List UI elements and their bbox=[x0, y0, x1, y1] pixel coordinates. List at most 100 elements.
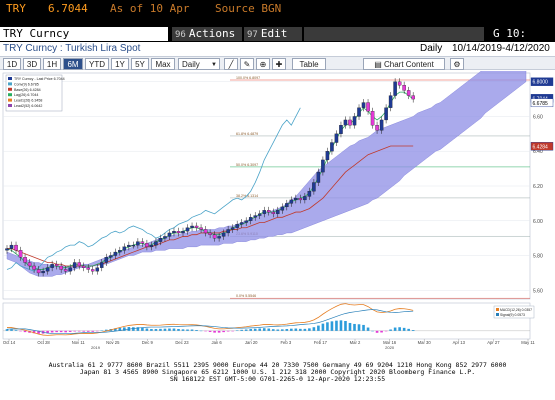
macd-histogram-bar bbox=[366, 327, 370, 331]
legend-swatch bbox=[8, 77, 12, 80]
macd-histogram-bar bbox=[118, 327, 122, 331]
macd-histogram-bar bbox=[77, 330, 81, 332]
x-tick-label: Apr 13 bbox=[453, 340, 466, 345]
candle-body bbox=[334, 133, 339, 143]
candle-body bbox=[90, 269, 95, 272]
footer-line-2: Japan 81 3 4565 8900 Singapore 65 6212 1… bbox=[79, 368, 476, 376]
macd-histogram-bar bbox=[141, 327, 144, 331]
period-button-3d[interactable]: 3D bbox=[23, 58, 41, 70]
macd-histogram-bar bbox=[68, 330, 72, 332]
candle-body bbox=[379, 119, 384, 131]
candle-body bbox=[59, 265, 63, 270]
macd-legend-entry: Signal(9) 0.0573 bbox=[500, 313, 525, 317]
candle-body bbox=[127, 244, 131, 247]
macd-histogram-bar bbox=[303, 328, 307, 331]
period-button-1h[interactable]: 1H bbox=[43, 58, 61, 70]
ichimoku-cloud bbox=[6, 67, 527, 277]
candle-body bbox=[280, 206, 285, 211]
period-button-5y[interactable]: 5Y bbox=[131, 58, 149, 70]
macd-histogram-bar bbox=[393, 327, 397, 331]
candle-body bbox=[303, 196, 307, 201]
candle-body bbox=[271, 211, 276, 214]
macd-histogram-bar bbox=[262, 328, 266, 331]
legend-entry: Lag(26) 6.7044 bbox=[14, 93, 38, 97]
candle-body bbox=[163, 236, 167, 239]
candle-body bbox=[45, 267, 50, 272]
period-button-6m[interactable]: 6M bbox=[63, 58, 83, 70]
candle-body bbox=[330, 142, 334, 152]
candle-body bbox=[32, 265, 36, 270]
macd-histogram-bar bbox=[222, 330, 225, 333]
y-tick-label: 6.00 bbox=[533, 219, 543, 225]
candle-body bbox=[325, 151, 330, 161]
price-badge bbox=[530, 77, 554, 86]
top-spacer bbox=[0, 16, 555, 26]
macd-legend-entry: MACD(12,26) 0.0357 bbox=[500, 308, 532, 312]
macd-histogram-bar bbox=[362, 324, 365, 331]
macd-histogram-bar bbox=[294, 328, 298, 331]
draw-tool-icon[interactable]: ✎ bbox=[240, 58, 254, 70]
candle-body bbox=[361, 102, 366, 108]
legend-swatch bbox=[8, 87, 12, 91]
macd-histogram-bar bbox=[55, 330, 58, 333]
edit-label: Edit bbox=[260, 27, 288, 40]
candle-body bbox=[384, 107, 388, 121]
macd-histogram-bar bbox=[371, 330, 374, 332]
price-badge-text: 6.8000 bbox=[533, 80, 549, 86]
macd-histogram-bar bbox=[145, 328, 149, 331]
macd-histogram-bar bbox=[168, 328, 171, 331]
period-button-max[interactable]: Max bbox=[151, 58, 175, 70]
legend-swatch bbox=[8, 82, 12, 86]
macd-histogram-bar bbox=[308, 328, 311, 331]
line-tool-icon[interactable]: ╱ bbox=[224, 58, 238, 70]
macd-histogram-bar bbox=[114, 328, 117, 331]
candle-body bbox=[136, 241, 140, 246]
macd-histogram-bar bbox=[339, 320, 343, 331]
crosshair-icon[interactable]: ✚ bbox=[272, 58, 286, 70]
macd-histogram-bar bbox=[407, 328, 410, 331]
lagging-span bbox=[6, 107, 301, 272]
signal-line bbox=[6, 309, 414, 334]
macd-histogram-bar bbox=[150, 329, 153, 331]
candle-body bbox=[397, 81, 402, 86]
macd-histogram-bar bbox=[317, 325, 320, 331]
frequency-select[interactable]: Daily ▼ bbox=[178, 58, 220, 70]
x-tick-label: Mar 2 bbox=[350, 340, 361, 345]
chart-content-button[interactable]: ▤ Chart Content bbox=[363, 58, 445, 70]
settings-gear-icon[interactable]: ⚙ bbox=[450, 58, 464, 70]
x-tick-label: Jan 6 bbox=[211, 340, 222, 345]
candle-body bbox=[253, 215, 257, 218]
candle-body bbox=[212, 234, 217, 239]
candle-body bbox=[217, 236, 221, 239]
footer-line-1: Australia 61 2 9777 8600 Brazil 5511 239… bbox=[48, 361, 507, 369]
candle-body bbox=[208, 232, 212, 235]
macd-histogram-bar bbox=[280, 329, 284, 331]
macd-histogram-bar bbox=[285, 329, 289, 331]
candle-body bbox=[194, 225, 199, 228]
macd-histogram-bar bbox=[290, 328, 293, 331]
macd-histogram-bar bbox=[271, 329, 275, 331]
candle-body bbox=[18, 250, 23, 258]
zoom-tool-icon[interactable]: ⊕ bbox=[256, 58, 270, 70]
period-button-1y[interactable]: 1Y bbox=[111, 58, 129, 70]
macd-histogram-bar bbox=[267, 328, 271, 331]
fib-level-label: 0.0% 5.5546 bbox=[236, 294, 256, 298]
security-input[interactable]: TRY Curncy bbox=[0, 27, 168, 41]
macd-histogram-bar bbox=[14, 330, 18, 331]
chart-content-icon: ▤ bbox=[374, 60, 384, 69]
table-button[interactable]: Table bbox=[292, 58, 326, 70]
candle-body bbox=[122, 246, 127, 251]
candle-body bbox=[154, 241, 158, 246]
actions-shortcut: 96 bbox=[175, 30, 186, 40]
candle-body bbox=[294, 198, 298, 201]
period-button-1d[interactable]: 1D bbox=[3, 58, 21, 70]
frequency-select-value: Daily bbox=[182, 60, 200, 69]
candle-body bbox=[257, 213, 262, 216]
period-button-ytd[interactable]: YTD bbox=[85, 58, 109, 70]
macd-histogram-bar bbox=[321, 323, 325, 331]
macd-histogram-bar bbox=[244, 329, 248, 331]
macd-histogram-bar bbox=[82, 330, 86, 332]
